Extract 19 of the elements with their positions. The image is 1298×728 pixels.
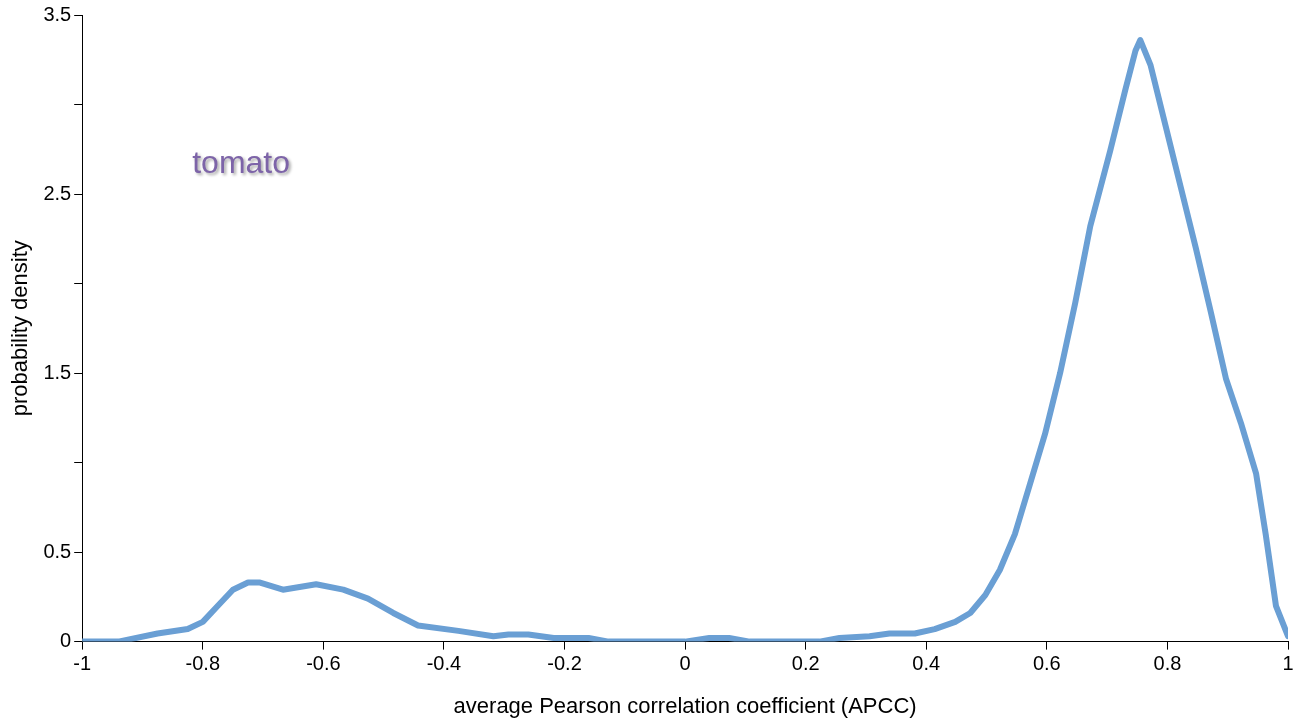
annotation: tomato — [192, 144, 291, 180]
x-tick-label: -0.4 — [426, 652, 462, 675]
x-tick-label: -1 — [73, 652, 92, 675]
x-tick-label: -0.2 — [547, 652, 582, 675]
x-tick-label: 0.4 — [912, 652, 941, 675]
x-axis-title: average Pearson correlation coefficient (APCC) — [453, 692, 917, 718]
y-tick-label: 0.5 — [43, 539, 72, 562]
y-tick-label: 2.5 — [43, 181, 72, 204]
x-tick-label: 0.8 — [1153, 652, 1182, 675]
x-tick-label: 1 — [1282, 652, 1294, 675]
x-tick-label: -0.6 — [306, 652, 341, 675]
y-axis-title: probability density — [7, 240, 33, 417]
x-tick-label: 0.2 — [791, 652, 820, 675]
x-tick-label: -0.8 — [185, 652, 221, 675]
x-tick-label: 0.6 — [1032, 652, 1061, 675]
y-tick-label: 0 — [60, 629, 72, 652]
y-tick-label: 3.5 — [43, 2, 72, 25]
y-tick-label: 1.5 — [43, 360, 72, 383]
x-tick-label: 0 — [679, 652, 691, 675]
